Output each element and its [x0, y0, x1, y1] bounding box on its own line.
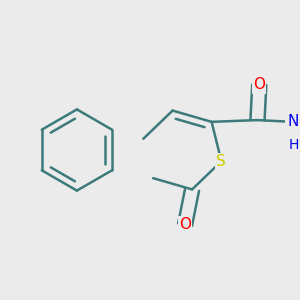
Text: N: N: [287, 114, 298, 129]
Text: O: O: [253, 77, 265, 92]
Text: S: S: [217, 154, 226, 169]
Text: O: O: [179, 217, 191, 232]
Text: H: H: [288, 138, 299, 152]
